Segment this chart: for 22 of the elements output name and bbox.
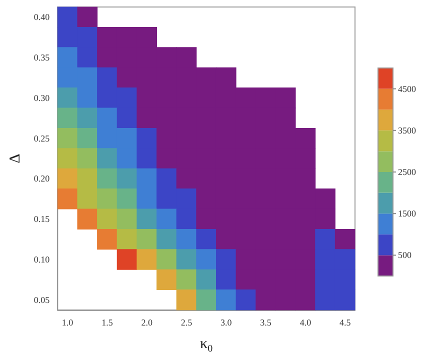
color-bar-label: 3500 <box>398 125 416 136</box>
x-tick-label: 1.0 <box>62 318 74 328</box>
color-bar-label: 500 <box>398 250 412 260</box>
color-bar-label: 1500 <box>398 208 416 219</box>
color-bar-label: 2500 <box>398 167 416 177</box>
y-tick-label: 0.10 <box>34 254 50 264</box>
x-tick-label: 1.5 <box>102 318 114 328</box>
y-tick-label: 0.05 <box>34 294 50 305</box>
y-tick-label: 0.30 <box>34 92 50 103</box>
x-tick-label: 2.5 <box>180 318 193 328</box>
x-tick-label: 3.5 <box>260 318 272 328</box>
x-tick-label: 2.0 <box>141 318 153 328</box>
y-axis-title: Δ <box>8 153 24 164</box>
y-tick-label: 0.35 <box>34 52 50 62</box>
color-bar-label: 4500 <box>398 84 416 94</box>
y-tick-label: 0.15 <box>34 214 50 224</box>
y-tick-label: 0.40 <box>34 12 50 22</box>
x-tick-label: 4.0 <box>300 318 312 328</box>
x-tick-label: 4.5 <box>339 318 352 328</box>
y-tick-label: 0.25 <box>34 133 50 144</box>
x-tick-label: 3.0 <box>220 318 232 328</box>
y-tick-label: 0.20 <box>34 174 50 184</box>
